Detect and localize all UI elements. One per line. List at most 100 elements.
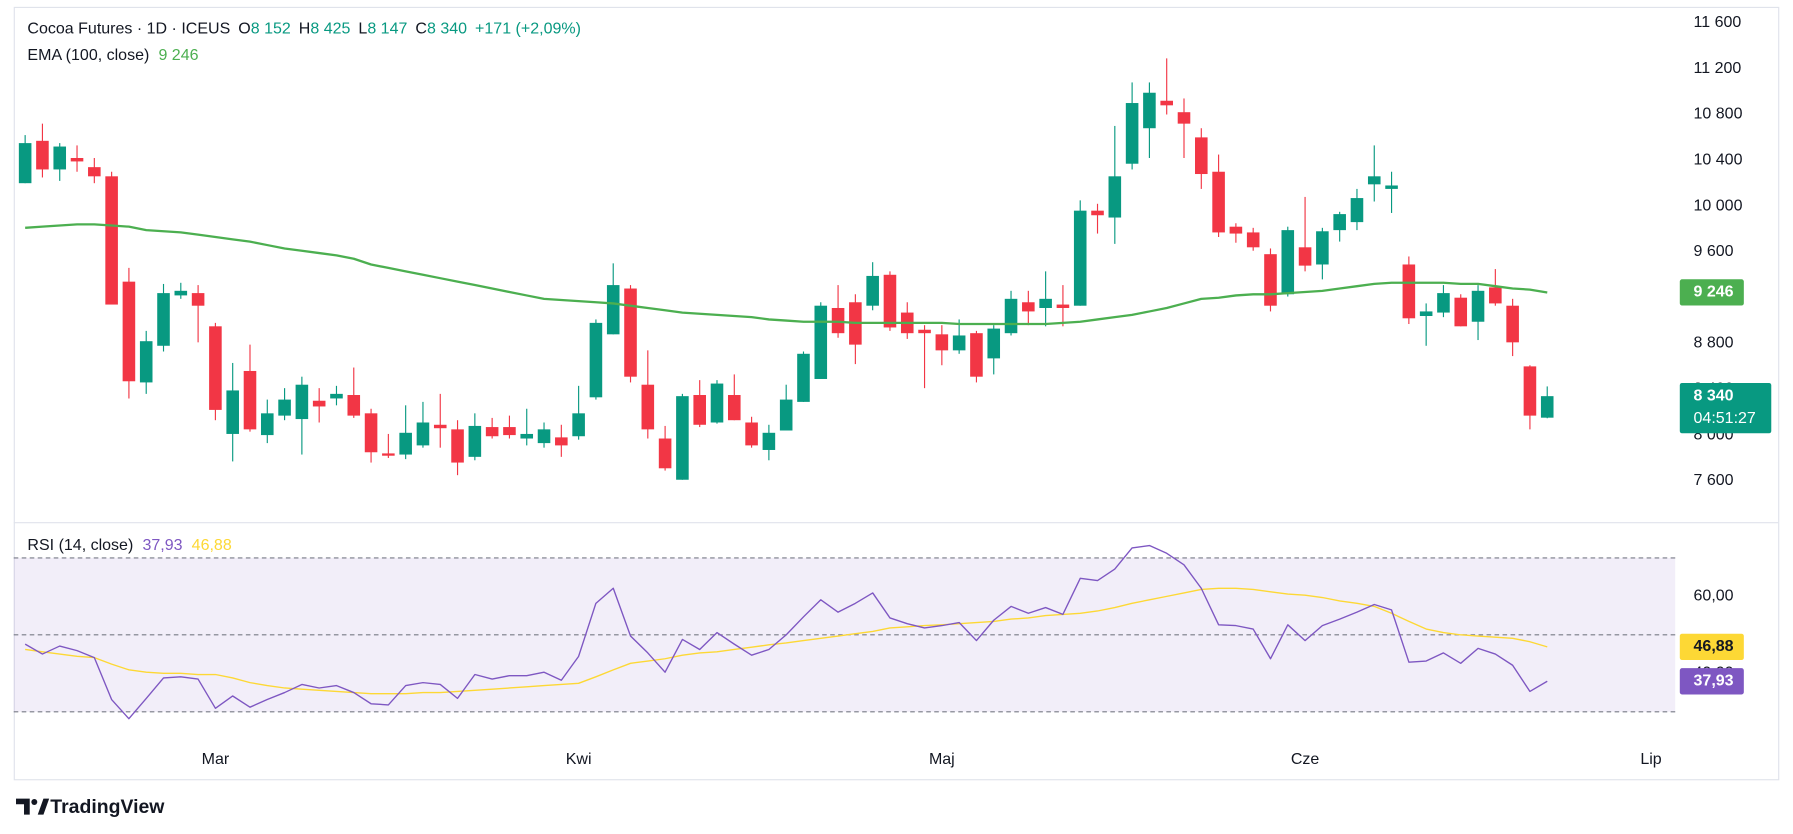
candle-body (589, 322, 603, 398)
candle-body (278, 399, 291, 416)
candle-body (1039, 298, 1052, 308)
candle-body (779, 399, 793, 431)
candle-body (555, 437, 568, 446)
candle-body (1022, 302, 1035, 312)
candle-body (797, 353, 810, 402)
candle-body (1402, 264, 1416, 319)
ema-line (25, 223, 1548, 326)
candle-body (330, 393, 343, 399)
candle-body (468, 425, 482, 457)
candle-body (105, 176, 118, 305)
candle-body (1454, 297, 1468, 327)
candle-body (572, 413, 585, 437)
candle-body (1264, 254, 1277, 306)
y-tick-label: 10 400 (1694, 152, 1743, 169)
y-tick-label: 10 000 (1694, 197, 1743, 214)
candle-body (520, 433, 534, 439)
ema-value: 9 246 (158, 47, 198, 64)
y-tick-label: 9 600 (1694, 243, 1734, 260)
candle-body (122, 281, 136, 382)
x-tick-label: Maj (929, 751, 955, 768)
candle-body (935, 334, 949, 351)
candle-body (88, 167, 101, 177)
rsi-badge-label: 37,93 (1694, 673, 1734, 690)
candle-body (1298, 247, 1312, 266)
rsi-ma-line (25, 587, 1548, 695)
candle-body (53, 146, 67, 170)
ohlc-value: 8 340 (427, 21, 467, 38)
candle-body (157, 293, 170, 346)
rsi-name: RSI (14, close) (27, 537, 133, 554)
candle-body (139, 341, 153, 383)
candle-body (416, 422, 430, 446)
plot-layer: Cocoa Futures · 1D · ICEUS O8 152 H8 425 L8… (13, 14, 1772, 768)
candle-body (1385, 185, 1398, 189)
close-badge-countdown: 04:51:27 (1694, 410, 1756, 427)
candle-body (1367, 176, 1381, 185)
ohlc-key: L (358, 21, 367, 38)
candle-body (36, 140, 49, 170)
candle-body (1195, 137, 1208, 175)
candle-body (1073, 210, 1087, 306)
ema-badge-label: 9 246 (1694, 284, 1734, 301)
candle-body (1160, 100, 1173, 106)
candle-body (1229, 226, 1243, 234)
candle-body (1056, 304, 1070, 308)
ohlc-key: H (299, 21, 311, 38)
candle-body (658, 438, 672, 469)
x-tick-label: Mar (202, 751, 230, 768)
candle-body (1004, 298, 1018, 334)
candle-body (728, 395, 741, 421)
candle-body (347, 395, 361, 416)
candle-body (1437, 293, 1450, 313)
x-tick-label: Lip (1640, 751, 1661, 768)
change-value: +171 (+2,09%) (475, 21, 581, 38)
ohlc-value: 8 425 (310, 21, 350, 38)
ohlc-value: 8 152 (251, 21, 291, 38)
ema-name: EMA (100, close) (27, 47, 149, 64)
x-tick-label: Kwi (566, 751, 592, 768)
candle-body (1177, 112, 1191, 124)
candle-body (18, 143, 32, 184)
symbol-title: Cocoa Futures · 1D · ICEUS (27, 21, 230, 38)
y-tick-label: 10 800 (1694, 106, 1743, 123)
rsi-ma-value: 46,88 (192, 537, 232, 554)
x-tick-label: Cze (1291, 751, 1320, 768)
logo: TradingView (16, 796, 165, 818)
brand-name: TradingView (50, 796, 165, 818)
candle-body (952, 335, 966, 351)
ema-badge (1679, 279, 1744, 306)
candle-body (624, 288, 637, 377)
candle-body (606, 285, 620, 335)
candle-body (1125, 103, 1139, 164)
candle-body (987, 328, 1001, 359)
candle-body (243, 370, 257, 430)
candle-body (70, 157, 84, 162)
candle-body (399, 432, 412, 455)
candle-body (1523, 366, 1537, 416)
candle-body (1333, 214, 1346, 231)
ohlc-key: C (415, 21, 427, 38)
candle-body (1246, 232, 1260, 248)
candle-body (1212, 171, 1225, 233)
candle-body (676, 396, 689, 480)
rsi-legend: RSI (14, close) 37,93 46,88 (27, 537, 231, 554)
candle-body (883, 274, 897, 328)
logo-icon (16, 798, 30, 815)
candle-body (1108, 176, 1122, 218)
candle-body (485, 427, 499, 437)
ema-legend: EMA (100, close) 9 246 (27, 47, 198, 64)
candle-body (260, 413, 274, 436)
candle-body (1091, 210, 1104, 216)
candle-body (745, 422, 758, 446)
candle-body (295, 384, 309, 420)
candle-body (1471, 290, 1485, 322)
close-badge-label: 8 340 (1694, 387, 1734, 404)
candle-body (1506, 305, 1519, 343)
y-tick-label: 11 200 (1694, 60, 1742, 77)
candle-body (641, 384, 655, 430)
candle-body (174, 290, 188, 296)
candle-body (814, 305, 828, 379)
rsi-ma-badge-label: 46,88 (1694, 638, 1734, 655)
